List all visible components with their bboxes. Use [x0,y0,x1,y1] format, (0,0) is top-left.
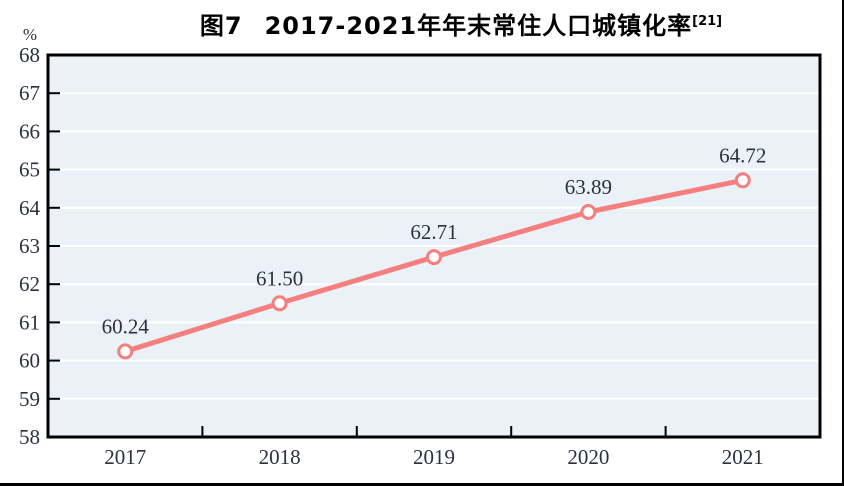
y-axis-label: 66 [19,119,40,143]
data-point-label: 64.72 [719,143,766,167]
data-point-marker [734,172,751,189]
data-point-label: 62.71 [410,220,457,244]
y-axis-label: 64 [19,196,41,220]
data-point-label: 63.89 [565,175,612,199]
chart-title-footnote-ref: [21] [692,14,723,29]
x-axis-label: 2018 [259,445,301,469]
y-axis-label: 65 [19,158,40,182]
axis-frame [46,53,822,439]
data-point-marker [580,204,597,221]
x-axis-label: 2020 [567,445,609,469]
y-axis-label: 61 [19,310,40,334]
chart-title: 图7 2017-2021年年末常住人口城镇化率[21] [0,6,842,41]
y-axis-label: 62 [19,272,40,296]
x-axis-label: 2017 [104,445,146,469]
data-point-marker [117,343,134,360]
data-point-label: 61.50 [256,266,303,290]
x-axis-label: 2019 [413,445,455,469]
y-axis-label: 59 [19,387,40,411]
y-axis-label: 63 [19,234,40,258]
y-axis-label: 60 [19,349,40,373]
y-axis-label: 68 [19,43,40,67]
chart-title-prefix: 图7 [199,12,243,40]
y-axis-label: 58 [19,425,40,449]
data-point-label: 60.24 [102,314,150,338]
y-axis-unit-label: % [23,25,37,44]
data-point-marker [426,249,442,266]
chart-title-text: 2017-2021年年末常住人口城镇化率 [264,12,693,40]
y-axis-label: 67 [19,81,40,105]
x-axis-label: 2021 [722,445,764,469]
data-point-marker [271,295,288,312]
